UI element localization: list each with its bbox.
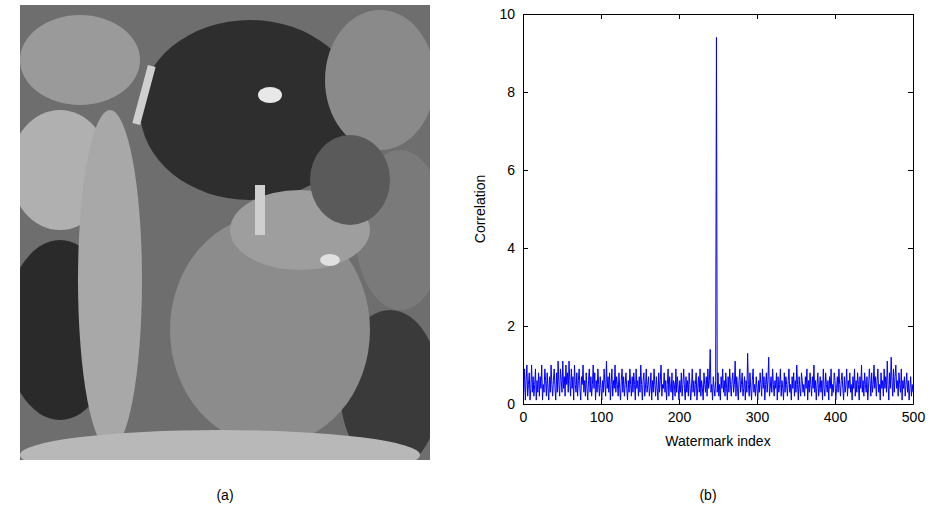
tick bbox=[908, 170, 913, 171]
pepper-shape bbox=[325, 10, 430, 150]
tick: 300 bbox=[746, 399, 770, 425]
tick-label: 4 bbox=[507, 240, 515, 256]
pepper-shape bbox=[20, 15, 140, 105]
axis-x: 0 100 200 300 400 500 bbox=[520, 399, 926, 425]
figure-svg: (a) 0 100 200 300 400 500 0 2 4 6 8 10 Watermark inde… bbox=[0, 0, 942, 520]
tick: 4 bbox=[507, 240, 528, 256]
tick: 400 bbox=[824, 399, 848, 425]
tick-label: 2 bbox=[507, 318, 515, 334]
tick-mark bbox=[908, 248, 913, 249]
tick bbox=[908, 92, 913, 93]
tick-label: 100 bbox=[590, 409, 614, 425]
axis-x bbox=[524, 14, 914, 19]
pepper-shape bbox=[78, 110, 142, 450]
pepper-shape bbox=[310, 135, 390, 225]
tick-label: 6 bbox=[507, 162, 515, 178]
tick-mark bbox=[908, 326, 913, 327]
tick bbox=[757, 14, 758, 19]
tick bbox=[908, 248, 913, 249]
y-axis-title: Correlation bbox=[472, 175, 488, 243]
tick-label: 500 bbox=[902, 409, 926, 425]
axis-line bbox=[523, 15, 524, 405]
tick-mark bbox=[523, 326, 528, 327]
tick-mark bbox=[679, 14, 680, 19]
image-panel bbox=[5, 5, 445, 480]
axis-y bbox=[908, 15, 914, 405]
tick-mark bbox=[523, 92, 528, 93]
tick bbox=[835, 14, 836, 19]
pepper-shape bbox=[20, 430, 420, 460]
tick: 100 bbox=[590, 399, 614, 425]
data-line bbox=[524, 37, 913, 400]
chart-panel: 0 100 200 300 400 500 0 2 4 6 8 10 Watermark index Co… bbox=[472, 6, 925, 503]
axis-y: 0 2 4 6 8 10 bbox=[499, 6, 528, 412]
tick-mark bbox=[908, 14, 913, 15]
tick-mark bbox=[523, 248, 528, 249]
tick bbox=[908, 326, 913, 327]
tick-mark bbox=[757, 14, 758, 19]
tick: 2 bbox=[507, 318, 528, 334]
tick-mark bbox=[601, 14, 602, 19]
tick-mark bbox=[908, 92, 913, 93]
tick-mark bbox=[523, 170, 528, 171]
figure: (a) 0 100 200 300 400 500 0 2 4 6 8 10 Watermark inde… bbox=[0, 0, 942, 520]
plot-background bbox=[523, 14, 913, 404]
tick-mark bbox=[835, 14, 836, 19]
tick-mark bbox=[908, 404, 913, 405]
tick bbox=[908, 14, 913, 15]
tick: 10 bbox=[499, 6, 528, 22]
tick-mark bbox=[679, 399, 680, 404]
tick: 0 bbox=[507, 396, 528, 412]
panel-label: (b) bbox=[699, 487, 716, 503]
tick: 8 bbox=[507, 84, 528, 100]
axis-line bbox=[524, 404, 914, 405]
axis-line bbox=[524, 14, 914, 15]
tick-mark bbox=[908, 170, 913, 171]
tick-mark bbox=[523, 404, 528, 405]
highlight bbox=[258, 87, 282, 103]
pepper-stem bbox=[255, 185, 265, 235]
tick-mark bbox=[523, 14, 528, 15]
tick-mark bbox=[835, 399, 836, 404]
tick: 200 bbox=[668, 399, 692, 425]
tick bbox=[601, 14, 602, 19]
tick-label: 200 bbox=[668, 409, 692, 425]
tick: 6 bbox=[507, 162, 528, 178]
tick-label: 8 bbox=[507, 84, 515, 100]
pepper-stem bbox=[132, 65, 155, 125]
axis-line bbox=[913, 15, 914, 405]
tick-mark bbox=[601, 399, 602, 404]
tick-label: 300 bbox=[746, 409, 770, 425]
tick bbox=[679, 14, 680, 19]
tick-label: 400 bbox=[824, 409, 848, 425]
tick bbox=[908, 404, 913, 405]
tick-mark bbox=[757, 399, 758, 404]
plot-marks bbox=[524, 37, 913, 400]
image-content bbox=[20, 5, 430, 460]
x-axis-title: Watermark index bbox=[665, 433, 770, 449]
tick-label: 0 bbox=[520, 409, 528, 425]
panel-label: (a) bbox=[216, 487, 233, 503]
highlight bbox=[320, 254, 340, 266]
tick-label: 10 bbox=[499, 6, 515, 22]
tick-label: 0 bbox=[507, 396, 515, 412]
